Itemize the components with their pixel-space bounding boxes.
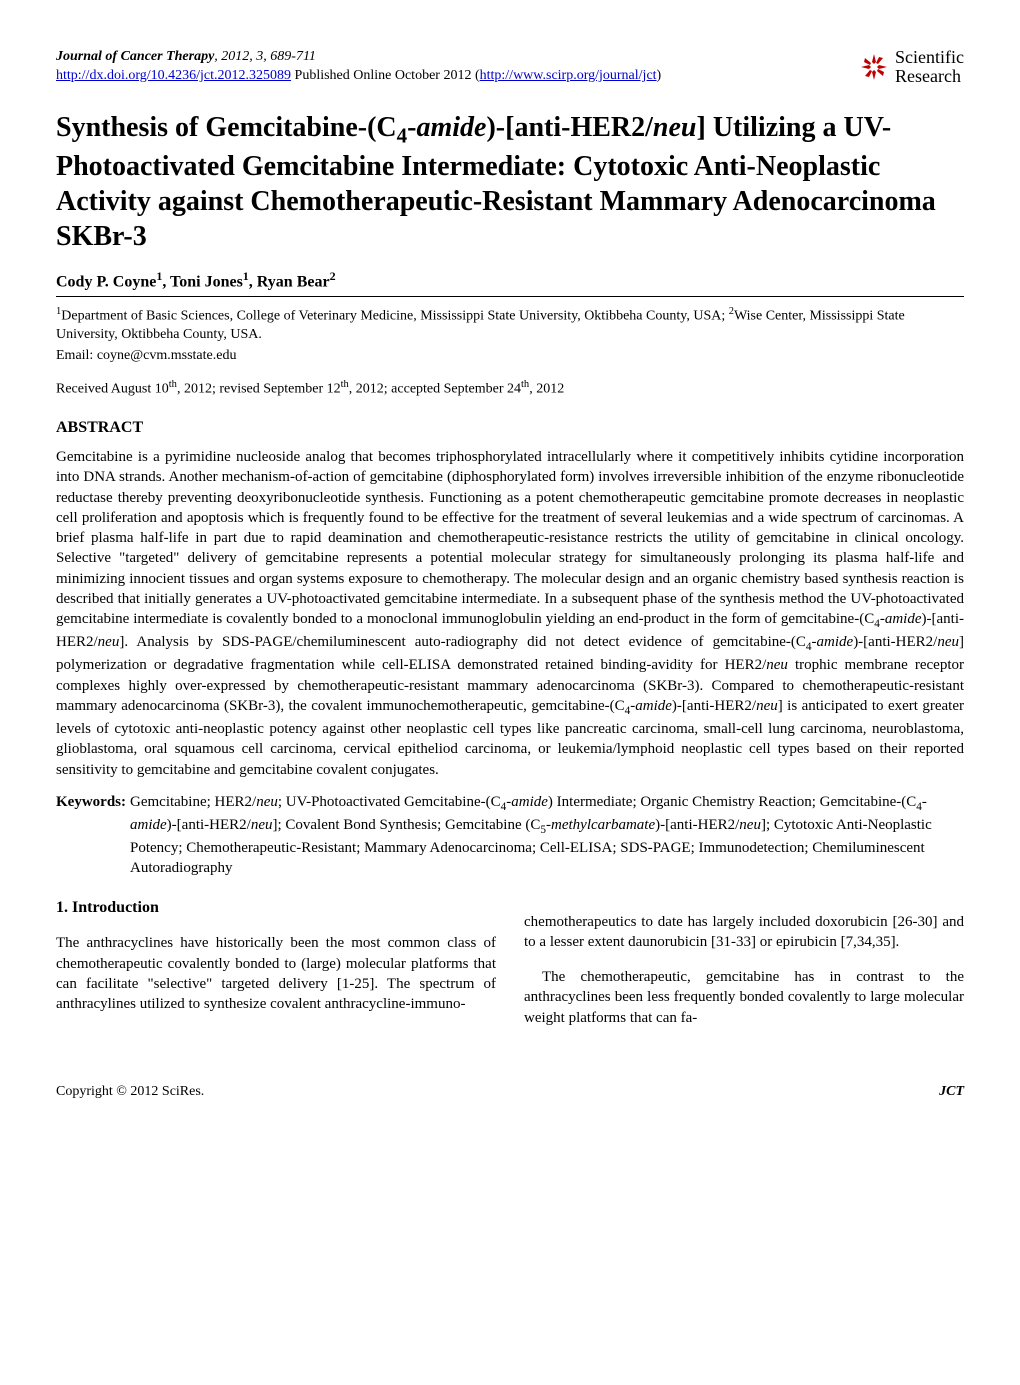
abstract-heading: ABSTRACT: [56, 417, 964, 439]
footer-right: JCT: [939, 1083, 964, 1102]
author-rule: [56, 296, 964, 297]
authors: Cody P. Coyne1, Toni Jones1, Ryan Bear2: [56, 268, 964, 293]
email: Email: coyne@cvm.msstate.edu: [56, 347, 964, 366]
article-title: Synthesis of Gemcitabine-(C4-amide)-[ant…: [56, 110, 964, 254]
pub-info-close: ): [657, 68, 662, 83]
intro-col2-p2: The chemotherapeutic, gemcitabine has in…: [524, 967, 964, 1028]
header-left: Journal of Cancer Therapy, 2012, 3, 689-…: [56, 48, 661, 86]
page-footer: Copyright © 2012 SciRes. JCT: [56, 1083, 964, 1102]
scirp-logo-icon: [859, 52, 889, 82]
scirp-logo-text: Scientific Research: [895, 48, 964, 86]
keywords-body: Gemcitabine; HER2/neu; UV-Photoactivated…: [130, 792, 964, 879]
intro-col2-p1: chemotherapeutics to date has largely in…: [524, 912, 964, 953]
footer-left: Copyright © 2012 SciRes.: [56, 1083, 204, 1102]
abstract-body: Gemcitabine is a pyrimidine nucleoside a…: [56, 447, 964, 780]
intro-heading: 1. Introduction: [56, 897, 496, 919]
doi-link[interactable]: http://dx.doi.org/10.4236/jct.2012.32508…: [56, 68, 291, 83]
page-header: Journal of Cancer Therapy, 2012, 3, 689-…: [56, 48, 964, 86]
column-right: chemotherapeutics to date has largely in…: [524, 897, 964, 1043]
keywords: Keywords: Gemcitabine; HER2/neu; UV-Phot…: [56, 792, 964, 879]
intro-col1-p1: The anthracyclines have historically bee…: [56, 933, 496, 1014]
dates: Received August 10th, 2012; revised Sept…: [56, 378, 964, 400]
doi-line: http://dx.doi.org/10.4236/jct.2012.32508…: [56, 67, 661, 86]
body-columns: 1. Introduction The anthracyclines have …: [56, 897, 964, 1043]
journal-line: Journal of Cancer Therapy, 2012, 3, 689-…: [56, 48, 661, 67]
journal-vol-pages: , 2012, 3, 689-711: [214, 49, 316, 64]
column-left: 1. Introduction The anthracyclines have …: [56, 897, 496, 1043]
journal-title: Journal of Cancer Therapy: [56, 49, 214, 64]
logo-text-top: Scientific: [895, 48, 964, 67]
logo-text-bottom: Research: [895, 67, 964, 86]
publisher-logo: Scientific Research: [859, 48, 964, 86]
keywords-label: Keywords:: [56, 792, 126, 879]
affiliations: 1Department of Basic Sciences, College o…: [56, 305, 964, 345]
pub-info-plain: Published Online October 2012 (: [291, 68, 480, 83]
publisher-link[interactable]: http://www.scirp.org/journal/jct: [480, 68, 657, 83]
